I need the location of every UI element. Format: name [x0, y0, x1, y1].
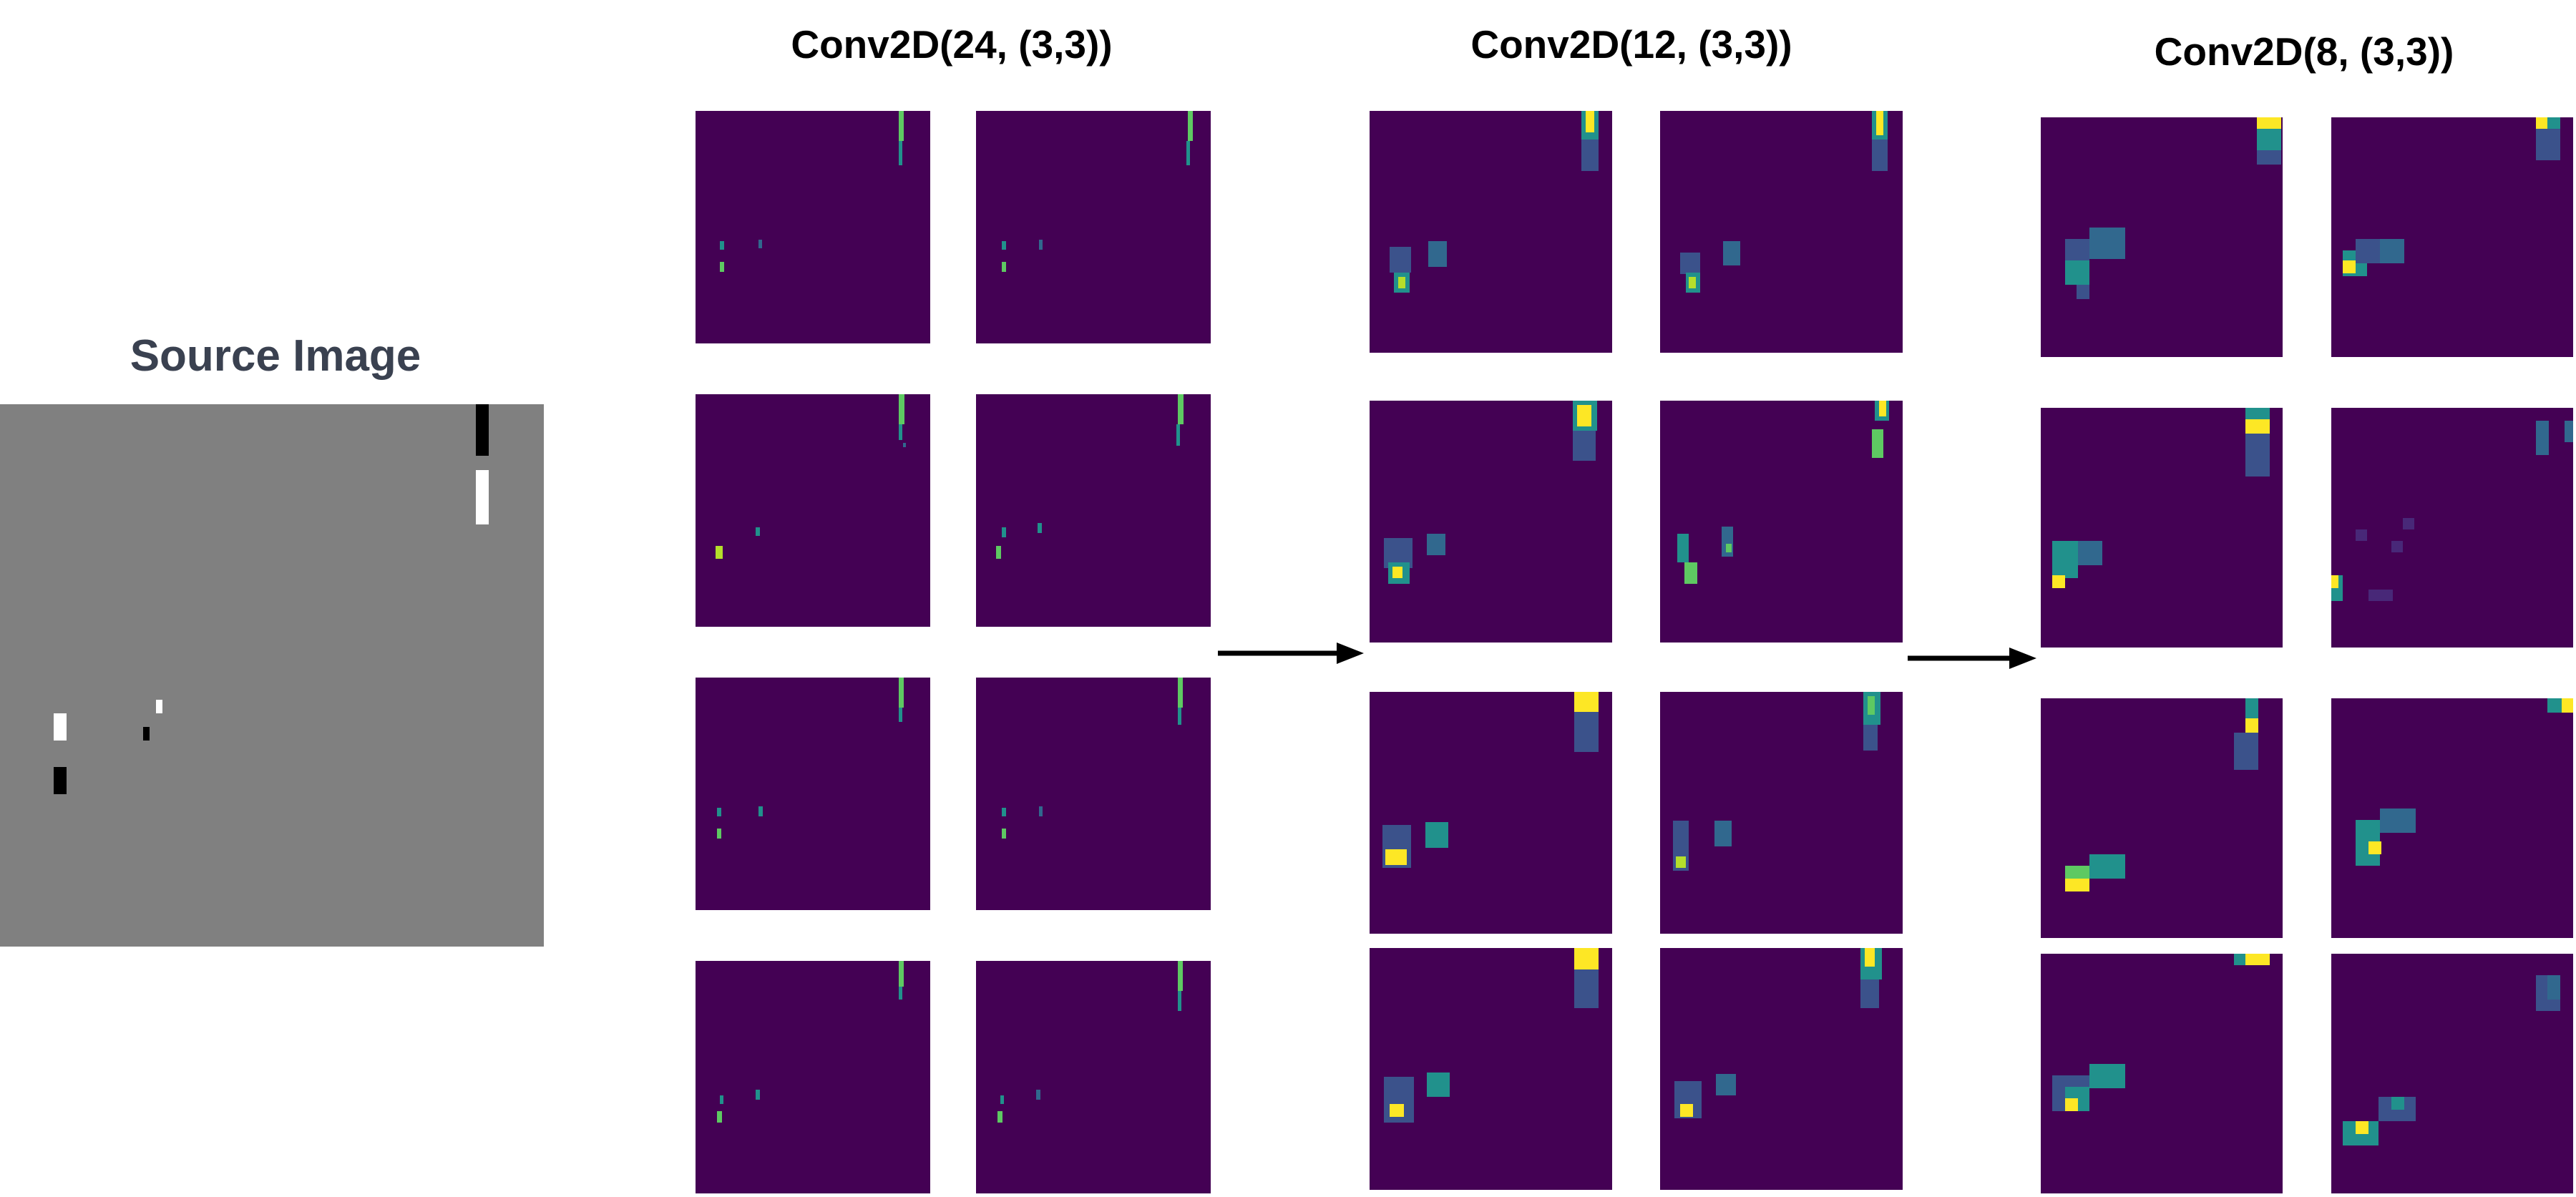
feature-map [976, 678, 1211, 910]
source-pixel-black [476, 404, 489, 456]
feature-map [976, 961, 1211, 1193]
feature-map [1370, 692, 1612, 934]
feature-map [976, 111, 1211, 343]
source-pixel-white [54, 713, 67, 741]
feature-map [2041, 954, 2283, 1193]
feature-map [2041, 117, 2283, 357]
arrow-layer2-to-layer3 [1908, 648, 2036, 669]
feature-map [696, 961, 930, 1193]
source-image-title: Source Image [130, 331, 421, 381]
layer-1-title: Conv2D(24, (3,3)) [791, 22, 1113, 67]
feature-map [696, 394, 930, 627]
feature-map [1370, 948, 1612, 1190]
feature-map [976, 394, 1211, 627]
feature-map [1370, 111, 1612, 353]
source-pixel-white [156, 700, 162, 713]
feature-map [1660, 111, 1903, 353]
feature-map [696, 678, 930, 910]
feature-map [2331, 408, 2573, 648]
source-pixel-black [143, 727, 150, 741]
feature-map [1660, 948, 1903, 1190]
feature-map [1660, 692, 1903, 934]
feature-map [1370, 401, 1612, 643]
source-image [0, 404, 544, 947]
feature-map [2331, 954, 2573, 1193]
feature-map [1660, 401, 1903, 643]
feature-map [696, 111, 930, 343]
arrow-layer1-to-layer2 [1218, 643, 1364, 664]
feature-map [2041, 698, 2283, 938]
feature-map [2041, 408, 2283, 648]
layer-2-title: Conv2D(12, (3,3)) [1470, 22, 1792, 67]
feature-map [2331, 117, 2573, 357]
layer-3-title: Conv2D(8, (3,3)) [2154, 29, 2454, 74]
feature-map [2331, 698, 2573, 938]
source-pixel-black [54, 767, 67, 794]
source-pixel-white [476, 470, 489, 524]
